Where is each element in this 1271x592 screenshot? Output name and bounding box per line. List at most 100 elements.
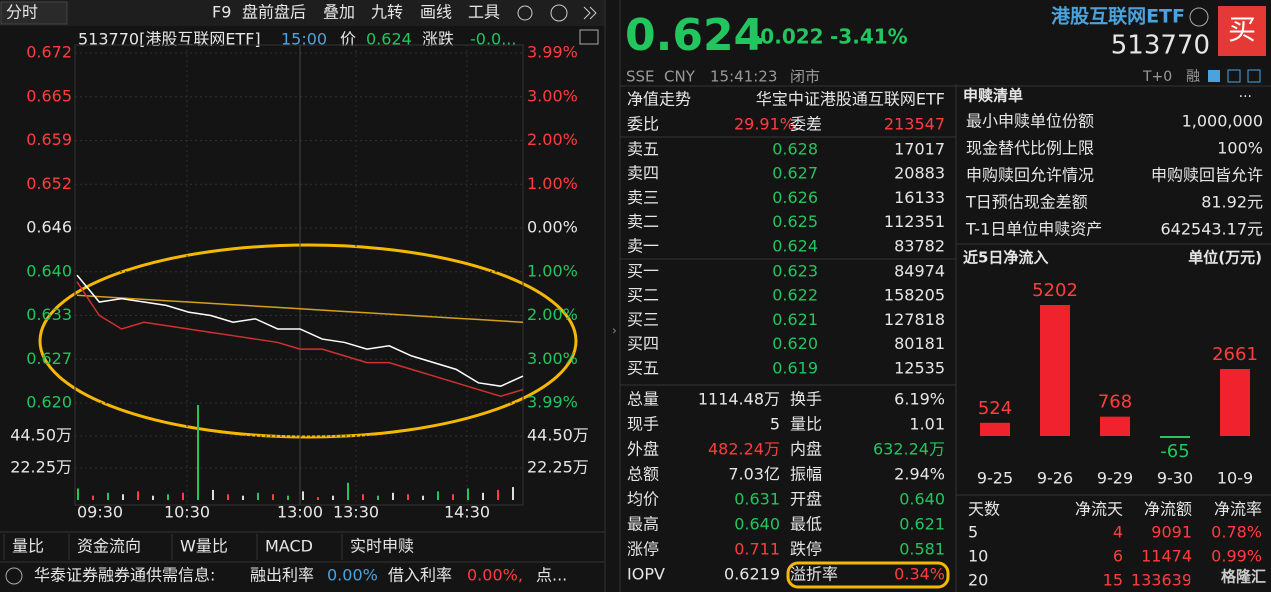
tab[interactable]: 实时申赎	[350, 537, 414, 556]
creation-label: 最小申赎单位份额	[966, 112, 1094, 131]
time-label: 10:30	[164, 503, 210, 522]
table-header: 天数	[968, 500, 1000, 519]
volume-bar	[362, 494, 364, 500]
volume-bar	[422, 495, 424, 500]
inflow-date: 10-9	[1217, 469, 1253, 488]
inflow-date: 9-26	[1037, 469, 1073, 488]
toolbar-item[interactable]: 工具	[468, 3, 500, 22]
level-label: 卖一	[627, 236, 659, 255]
stat-label: 换手	[790, 390, 822, 409]
level-label: 买三	[627, 310, 659, 329]
tool-icon[interactable]	[1247, 69, 1261, 83]
level-price: 0.620	[772, 334, 818, 353]
settings-icon[interactable]	[517, 5, 533, 21]
inflow-date: 9-25	[977, 469, 1013, 488]
stat-value: 1.01	[909, 415, 945, 434]
volume-tick: 22.25万	[10, 458, 72, 477]
collapse-arrow[interactable]: ›	[612, 324, 617, 338]
volume-bar	[242, 495, 244, 500]
table-cell: 9091	[1151, 523, 1192, 542]
status: 闭市	[790, 68, 820, 86]
change: -0.022	[752, 25, 824, 49]
stat-label: 外盘	[627, 440, 659, 459]
volume-bar	[467, 488, 469, 500]
volume-bar	[152, 495, 154, 500]
inflow-value: 2661	[1212, 344, 1258, 365]
level-label: 卖四	[627, 164, 659, 183]
help-icon[interactable]	[550, 4, 568, 22]
volume-bar	[137, 491, 139, 500]
unit-label: 单位(万元)	[1188, 249, 1262, 267]
volume-bar	[182, 492, 184, 500]
creation-value: 642543.17元	[1160, 220, 1263, 239]
stat-label: 现手	[627, 415, 659, 434]
inflow-bar	[980, 422, 1010, 436]
tab[interactable]: 量比	[12, 537, 44, 556]
stat-value: 5	[770, 415, 780, 434]
toolbar-item[interactable]: 九转	[371, 3, 403, 22]
volume-tick: 44.50万	[527, 426, 589, 445]
pct-tick: 1.00%	[527, 261, 578, 280]
volume-bar	[452, 494, 454, 500]
tab[interactable]: 资金流向	[77, 537, 141, 556]
watermark: 格隆汇	[1221, 568, 1266, 586]
more-button[interactable]: ...	[1239, 85, 1252, 101]
security-code: 513770	[1111, 31, 1210, 61]
inflow-bar	[1100, 416, 1130, 436]
wp-icon[interactable]	[579, 29, 599, 45]
info-change: -0.0...	[470, 30, 516, 49]
ratio-value: 29.91%	[734, 115, 795, 134]
volume-bar	[197, 405, 199, 500]
level-volume: 84974	[894, 262, 945, 281]
avg-line	[76, 294, 524, 323]
inflow-bar	[1220, 368, 1250, 436]
stat-value: 0.631	[734, 490, 780, 509]
change-pct: -3.41%	[830, 25, 908, 49]
table-cell: 0.78%	[1211, 523, 1262, 542]
stat-value: 2.94%	[894, 465, 945, 484]
expand-icon[interactable]	[583, 6, 597, 20]
level-label: 买四	[627, 334, 659, 353]
tab[interactable]: W量比	[180, 537, 228, 556]
mode-button[interactable]	[0, 1, 68, 25]
status: CNY	[664, 68, 696, 86]
volume-bar	[92, 495, 94, 500]
stat-label: 开盘	[790, 490, 822, 509]
inflow-value: 768	[1098, 392, 1132, 413]
level-price: 0.622	[772, 286, 818, 305]
mode-label[interactable]: 分时	[6, 3, 38, 22]
stat-label: 涨停	[627, 540, 659, 559]
stat-value: 482.24万	[708, 440, 780, 459]
creation-value: 申购赎回皆允许	[1151, 166, 1263, 185]
price-tick: 0.652	[26, 174, 72, 193]
buy-label[interactable]: 买	[1228, 13, 1256, 46]
stat-label: 跌停	[790, 540, 822, 559]
table-cell: 133639	[1131, 571, 1192, 590]
toolbar-item[interactable]: 叠加	[323, 3, 355, 22]
tab[interactable]: MACD	[265, 537, 313, 556]
ratio-value: 213547	[884, 115, 945, 134]
price-tick: 0.672	[26, 43, 72, 62]
pct-tick: 0.00%	[527, 218, 578, 237]
volume-bar	[122, 494, 124, 500]
level-volume: 158205	[884, 286, 945, 305]
level-volume: 16133	[894, 188, 945, 207]
volume-bar	[287, 495, 289, 500]
inflow-date: 9-30	[1157, 469, 1193, 488]
toolbar-item[interactable]: F9	[212, 3, 231, 22]
info-icon[interactable]	[1189, 7, 1209, 27]
highlight-ellipse	[38, 243, 578, 439]
stat-value: 0.640	[734, 515, 780, 534]
toolbar-item[interactable]: 盘前盘后	[242, 3, 306, 22]
creation-label: T日预估现金差额	[965, 193, 1088, 212]
stat-value: 0.34%	[894, 565, 945, 584]
footer-text: 0.00%,	[467, 566, 523, 585]
tool-icon[interactable]	[1208, 70, 1220, 82]
toolbar-item[interactable]: 画线	[420, 3, 452, 22]
info-code-name: 513770[港股互联网ETF]	[78, 30, 261, 49]
buy-button[interactable]	[1218, 6, 1266, 56]
level-volume: 127818	[884, 310, 945, 329]
tool-icon[interactable]	[1227, 69, 1241, 83]
